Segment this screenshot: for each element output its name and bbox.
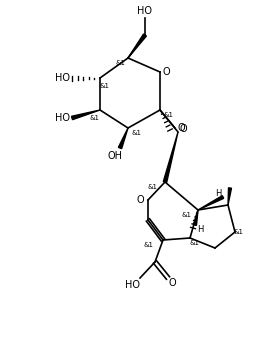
Polygon shape <box>118 128 128 149</box>
Text: &1: &1 <box>131 130 141 136</box>
Text: O: O <box>179 124 187 134</box>
Polygon shape <box>72 110 100 120</box>
Polygon shape <box>128 34 146 58</box>
Polygon shape <box>228 188 232 205</box>
Text: &1: &1 <box>181 212 191 218</box>
Text: OH: OH <box>108 151 122 161</box>
Text: &1: &1 <box>163 112 173 118</box>
Polygon shape <box>198 196 224 210</box>
Text: &1: &1 <box>90 115 100 121</box>
Text: H: H <box>215 188 221 197</box>
Polygon shape <box>163 132 178 182</box>
Text: &1: &1 <box>190 240 200 246</box>
Polygon shape <box>193 210 198 225</box>
Text: HO: HO <box>55 73 69 83</box>
Text: HO: HO <box>55 113 69 123</box>
Text: &1: &1 <box>148 184 158 190</box>
Text: HO: HO <box>126 280 140 290</box>
Text: O: O <box>136 195 144 205</box>
Text: O: O <box>177 123 185 133</box>
Text: &1: &1 <box>233 229 243 235</box>
Text: &1: &1 <box>143 242 153 248</box>
Text: O: O <box>168 278 176 288</box>
Text: O: O <box>162 67 170 77</box>
Text: &1: &1 <box>115 60 125 66</box>
Text: H: H <box>197 225 203 235</box>
Text: HO: HO <box>138 6 152 16</box>
Text: &1: &1 <box>100 83 110 89</box>
